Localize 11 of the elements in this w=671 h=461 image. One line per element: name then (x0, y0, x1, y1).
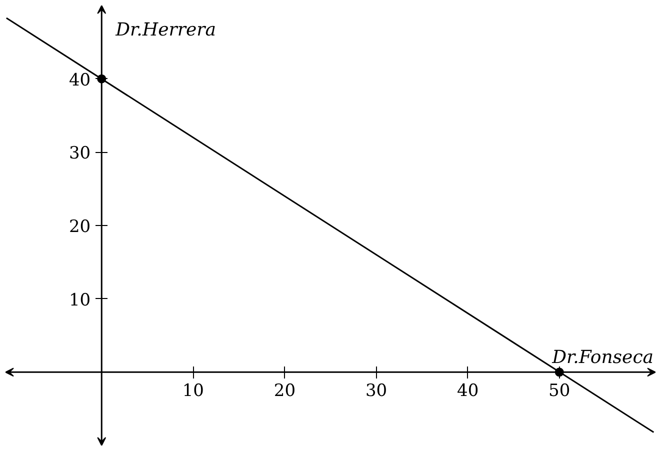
y-axis-title: Dr.Herrera (114, 20, 216, 40)
x-tick-label: 20 (274, 381, 296, 402)
y-tick-label: 40 (68, 70, 91, 90)
x-tick-label: 40 (457, 381, 479, 402)
x-tick-label: 10 (182, 381, 204, 402)
y-tick-label: 20 (68, 217, 91, 237)
x-tick-label: 50 (548, 381, 570, 402)
x-tick-label: 30 (365, 381, 388, 402)
y-tick-label: 10 (68, 290, 91, 310)
y-tick-label: 30 (68, 144, 91, 164)
x-axis-title: Dr.Fonseca (551, 347, 654, 368)
